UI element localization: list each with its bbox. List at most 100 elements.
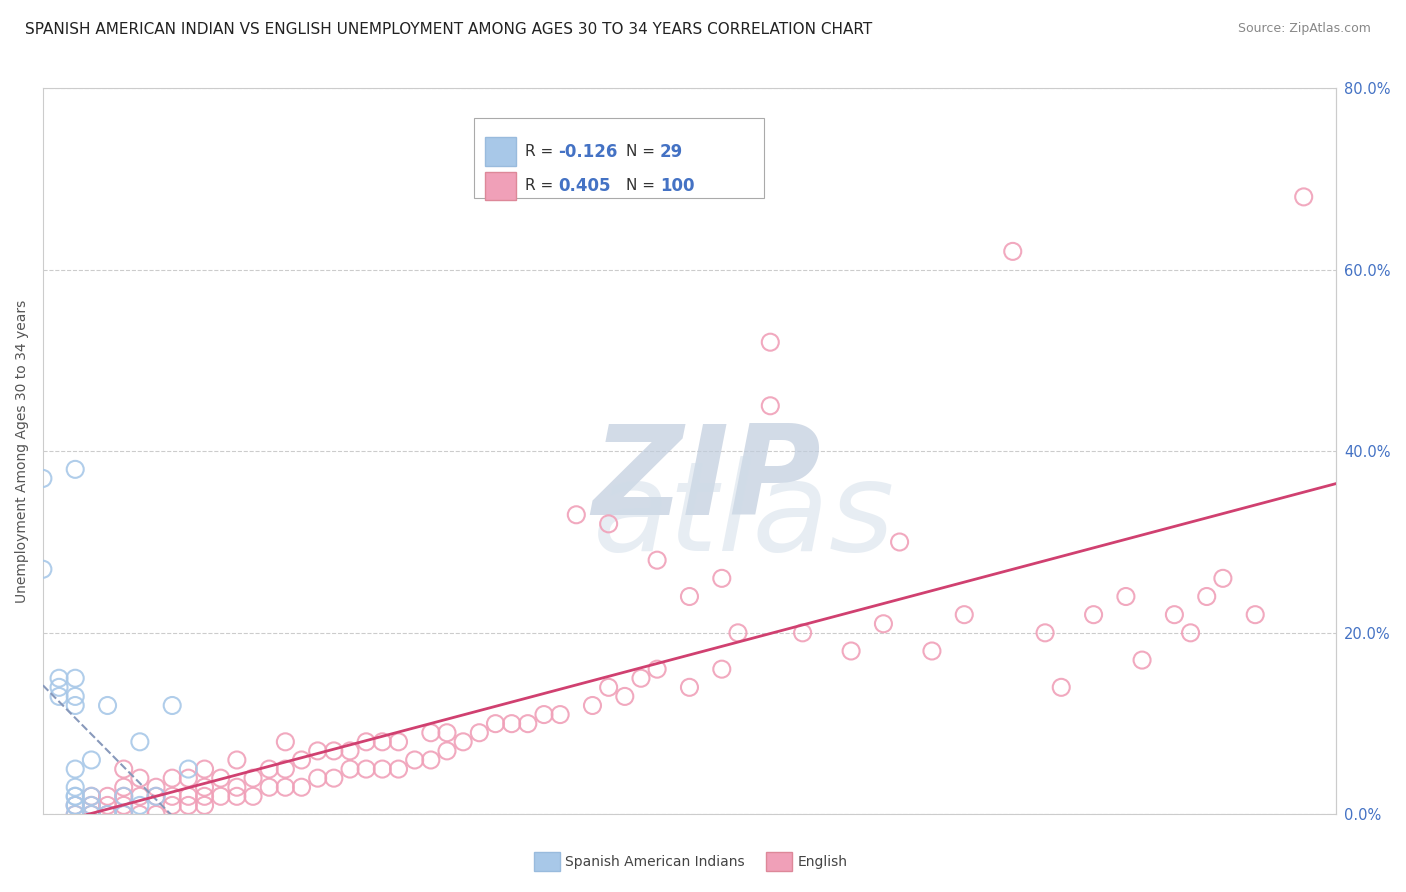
Point xyxy=(371,762,394,776)
Point xyxy=(63,789,86,804)
Point xyxy=(759,335,782,350)
Point xyxy=(63,462,86,476)
Point xyxy=(307,771,329,785)
Point xyxy=(1244,607,1267,622)
Point xyxy=(160,789,183,804)
Point xyxy=(1195,590,1218,604)
Point xyxy=(63,807,86,822)
Point xyxy=(96,698,118,713)
Point xyxy=(63,690,86,704)
Point xyxy=(533,707,555,722)
Point xyxy=(80,789,103,804)
Point xyxy=(48,671,70,685)
Point xyxy=(645,553,668,567)
Point xyxy=(193,789,215,804)
Point xyxy=(63,698,86,713)
Point xyxy=(257,762,280,776)
Point xyxy=(759,399,782,413)
Point xyxy=(839,644,862,658)
Point xyxy=(96,807,118,822)
Point xyxy=(354,762,377,776)
Point xyxy=(63,789,86,804)
Point xyxy=(112,798,135,813)
Point xyxy=(80,789,103,804)
Point xyxy=(96,798,118,813)
Point xyxy=(128,798,150,813)
Point xyxy=(339,762,361,776)
Point xyxy=(419,753,441,767)
Point xyxy=(1180,625,1202,640)
Point xyxy=(193,798,215,813)
Text: R =: R = xyxy=(524,145,558,159)
Point xyxy=(1050,681,1073,695)
Point xyxy=(145,789,167,804)
Point xyxy=(112,789,135,804)
Point xyxy=(565,508,588,522)
Text: -0.126: -0.126 xyxy=(558,143,619,161)
Point xyxy=(80,798,103,813)
Text: N =: N = xyxy=(626,178,659,194)
Point xyxy=(404,753,426,767)
Point xyxy=(1115,590,1137,604)
Point xyxy=(307,744,329,758)
Y-axis label: Unemployment Among Ages 30 to 34 years: Unemployment Among Ages 30 to 34 years xyxy=(15,300,30,603)
Point xyxy=(581,698,603,713)
Point xyxy=(339,744,361,758)
Point xyxy=(112,780,135,795)
Point xyxy=(598,681,620,695)
Point xyxy=(792,625,814,640)
Point xyxy=(501,716,523,731)
Text: Source: ZipAtlas.com: Source: ZipAtlas.com xyxy=(1237,22,1371,36)
Point xyxy=(128,735,150,749)
Text: atlas: atlas xyxy=(592,456,894,577)
Point xyxy=(1083,607,1105,622)
Text: ZIP: ZIP xyxy=(592,420,821,541)
Point xyxy=(80,798,103,813)
Text: R =: R = xyxy=(524,178,558,194)
Point xyxy=(225,789,247,804)
Point xyxy=(128,807,150,822)
Point xyxy=(274,735,297,749)
Point xyxy=(1130,653,1153,667)
Point xyxy=(96,807,118,822)
Point xyxy=(63,671,86,685)
Point xyxy=(872,616,894,631)
Point xyxy=(209,789,232,804)
Point xyxy=(96,789,118,804)
Point xyxy=(1163,607,1185,622)
Point xyxy=(80,753,103,767)
Point xyxy=(128,771,150,785)
Point xyxy=(290,753,312,767)
Point xyxy=(436,744,458,758)
Point xyxy=(193,780,215,795)
Point xyxy=(436,725,458,739)
Point xyxy=(112,762,135,776)
Point xyxy=(63,807,86,822)
Point xyxy=(645,662,668,676)
Point xyxy=(371,735,394,749)
Point xyxy=(177,771,200,785)
Text: Spanish American Indians: Spanish American Indians xyxy=(565,855,745,869)
Point xyxy=(145,789,167,804)
Point xyxy=(48,690,70,704)
Point xyxy=(290,780,312,795)
Point xyxy=(242,789,264,804)
Point xyxy=(225,753,247,767)
Point xyxy=(209,771,232,785)
Point xyxy=(387,762,409,776)
Point xyxy=(32,562,55,576)
Point xyxy=(451,735,474,749)
Point xyxy=(177,762,200,776)
Point xyxy=(80,807,103,822)
Point xyxy=(145,807,167,822)
Point xyxy=(63,798,86,813)
Point xyxy=(80,807,103,822)
Point xyxy=(145,780,167,795)
Point xyxy=(710,571,733,585)
Point xyxy=(160,698,183,713)
Text: 0.405: 0.405 xyxy=(558,177,612,194)
Point xyxy=(128,789,150,804)
Point xyxy=(630,671,652,685)
Point xyxy=(112,807,135,822)
Point xyxy=(1001,244,1024,259)
